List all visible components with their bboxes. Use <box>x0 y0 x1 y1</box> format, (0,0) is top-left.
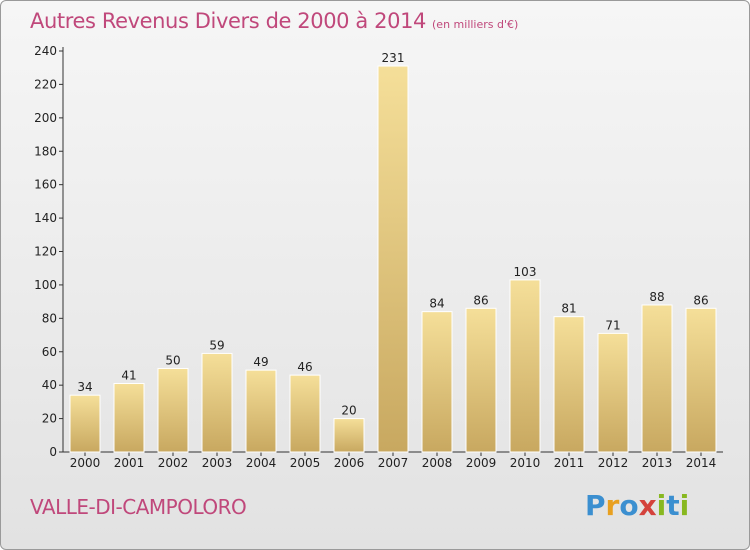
x-tick-label: 2011 <box>554 456 585 470</box>
proxiti-logo: Proxiti <box>585 489 689 522</box>
bar <box>201 352 233 453</box>
y-tick-label: 180 <box>34 144 57 158</box>
y-tick-label: 20 <box>42 412 57 426</box>
x-tick-label: 2012 <box>598 456 629 470</box>
bar <box>465 307 497 453</box>
data-label: 59 <box>209 338 224 352</box>
data-label: 34 <box>77 380 92 394</box>
x-tick-label: 2000 <box>70 456 101 470</box>
data-label: 81 <box>561 302 576 316</box>
logo-letter: x <box>638 489 657 522</box>
data-label: 231 <box>382 51 405 65</box>
data-label: 71 <box>605 318 620 332</box>
data-label: 86 <box>473 293 488 307</box>
y-tick-label: 100 <box>34 278 57 292</box>
y-tick-label: 200 <box>34 111 57 125</box>
x-tick-label: 2003 <box>202 456 233 470</box>
logo-letter: i <box>656 489 667 522</box>
chart-title-main: Autres Revenus Divers de 2000 à 2014 <box>30 9 427 33</box>
bar <box>69 394 101 453</box>
bar <box>289 374 321 453</box>
bar <box>553 316 585 453</box>
x-tick-label: 2009 <box>466 456 497 470</box>
data-label: 49 <box>253 355 268 369</box>
x-tick-label: 2007 <box>378 456 409 470</box>
y-tick-label: 60 <box>42 345 57 359</box>
data-labels: 34 41 50 59 49 46 20 231 84 86 103 81 71 88 86 <box>77 51 708 418</box>
data-label: 41 <box>121 368 136 382</box>
bar <box>113 382 145 453</box>
x-tick-label: 2008 <box>422 456 453 470</box>
data-label: 88 <box>649 290 664 304</box>
x-tick-label: 2014 <box>686 456 717 470</box>
y-tick-label: 80 <box>42 311 57 325</box>
data-label: 103 <box>514 265 537 279</box>
chart-subtitle: (en milliers d'€) <box>432 18 519 31</box>
data-label: 84 <box>429 297 444 311</box>
data-label: 86 <box>693 293 708 307</box>
x-tick-label: 2005 <box>290 456 321 470</box>
bar <box>641 304 673 453</box>
logo-letter: o <box>619 489 639 522</box>
x-tick-label: 2002 <box>158 456 189 470</box>
logo-letter: i <box>679 489 690 522</box>
y-tick-label: 220 <box>34 77 57 91</box>
bar <box>157 367 189 453</box>
bar <box>421 311 453 453</box>
logo-letter: r <box>605 489 620 522</box>
bar <box>685 307 717 453</box>
y-tick-label: 160 <box>34 178 57 192</box>
logo-letter: P <box>585 489 606 522</box>
data-label: 50 <box>165 353 180 367</box>
bars <box>69 65 717 453</box>
data-label: 46 <box>297 360 312 374</box>
bar <box>245 369 277 453</box>
y-tick-label: 140 <box>34 211 57 225</box>
bar <box>333 418 365 453</box>
x-tick-label: 2004 <box>246 456 277 470</box>
y-tick-label: 0 <box>49 445 57 459</box>
chart-title: Autres Revenus Divers de 2000 à 2014 (en … <box>30 9 518 33</box>
x-tick-label: 2013 <box>642 456 673 470</box>
logo-letter: t <box>666 489 680 522</box>
bar <box>509 279 541 453</box>
x-tick-label: 2006 <box>334 456 365 470</box>
y-tick-label: 120 <box>34 245 57 259</box>
bar <box>597 332 629 453</box>
bar <box>377 65 409 453</box>
y-tick-label: 240 <box>34 44 57 58</box>
place-name: VALLE-DI-CAMPOLORO <box>30 495 247 519</box>
x-tick-label: 2010 <box>510 456 541 470</box>
data-label: 20 <box>341 404 356 418</box>
y-tick-label: 40 <box>42 378 57 392</box>
x-tick-label: 2001 <box>114 456 145 470</box>
